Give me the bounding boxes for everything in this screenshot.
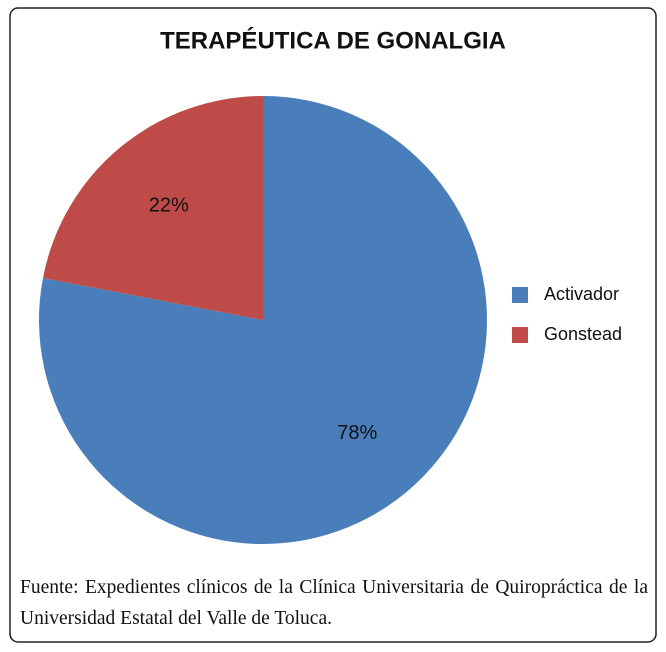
data-label: 22%: [149, 194, 189, 216]
chart-title: TERAPÉUTICA DE GONALGIA: [160, 26, 506, 54]
legend-swatch: [512, 327, 528, 343]
legend-label: Activador: [544, 284, 619, 304]
source-note: Fuente: Expedientes clínicos de la Clíni…: [20, 577, 648, 629]
pie-slice: [38, 96, 487, 545]
pie-slice: [42, 96, 264, 320]
data-label: 78%: [337, 422, 377, 444]
legend-swatch: [512, 287, 528, 303]
legend-label: Gonstead: [544, 324, 622, 344]
